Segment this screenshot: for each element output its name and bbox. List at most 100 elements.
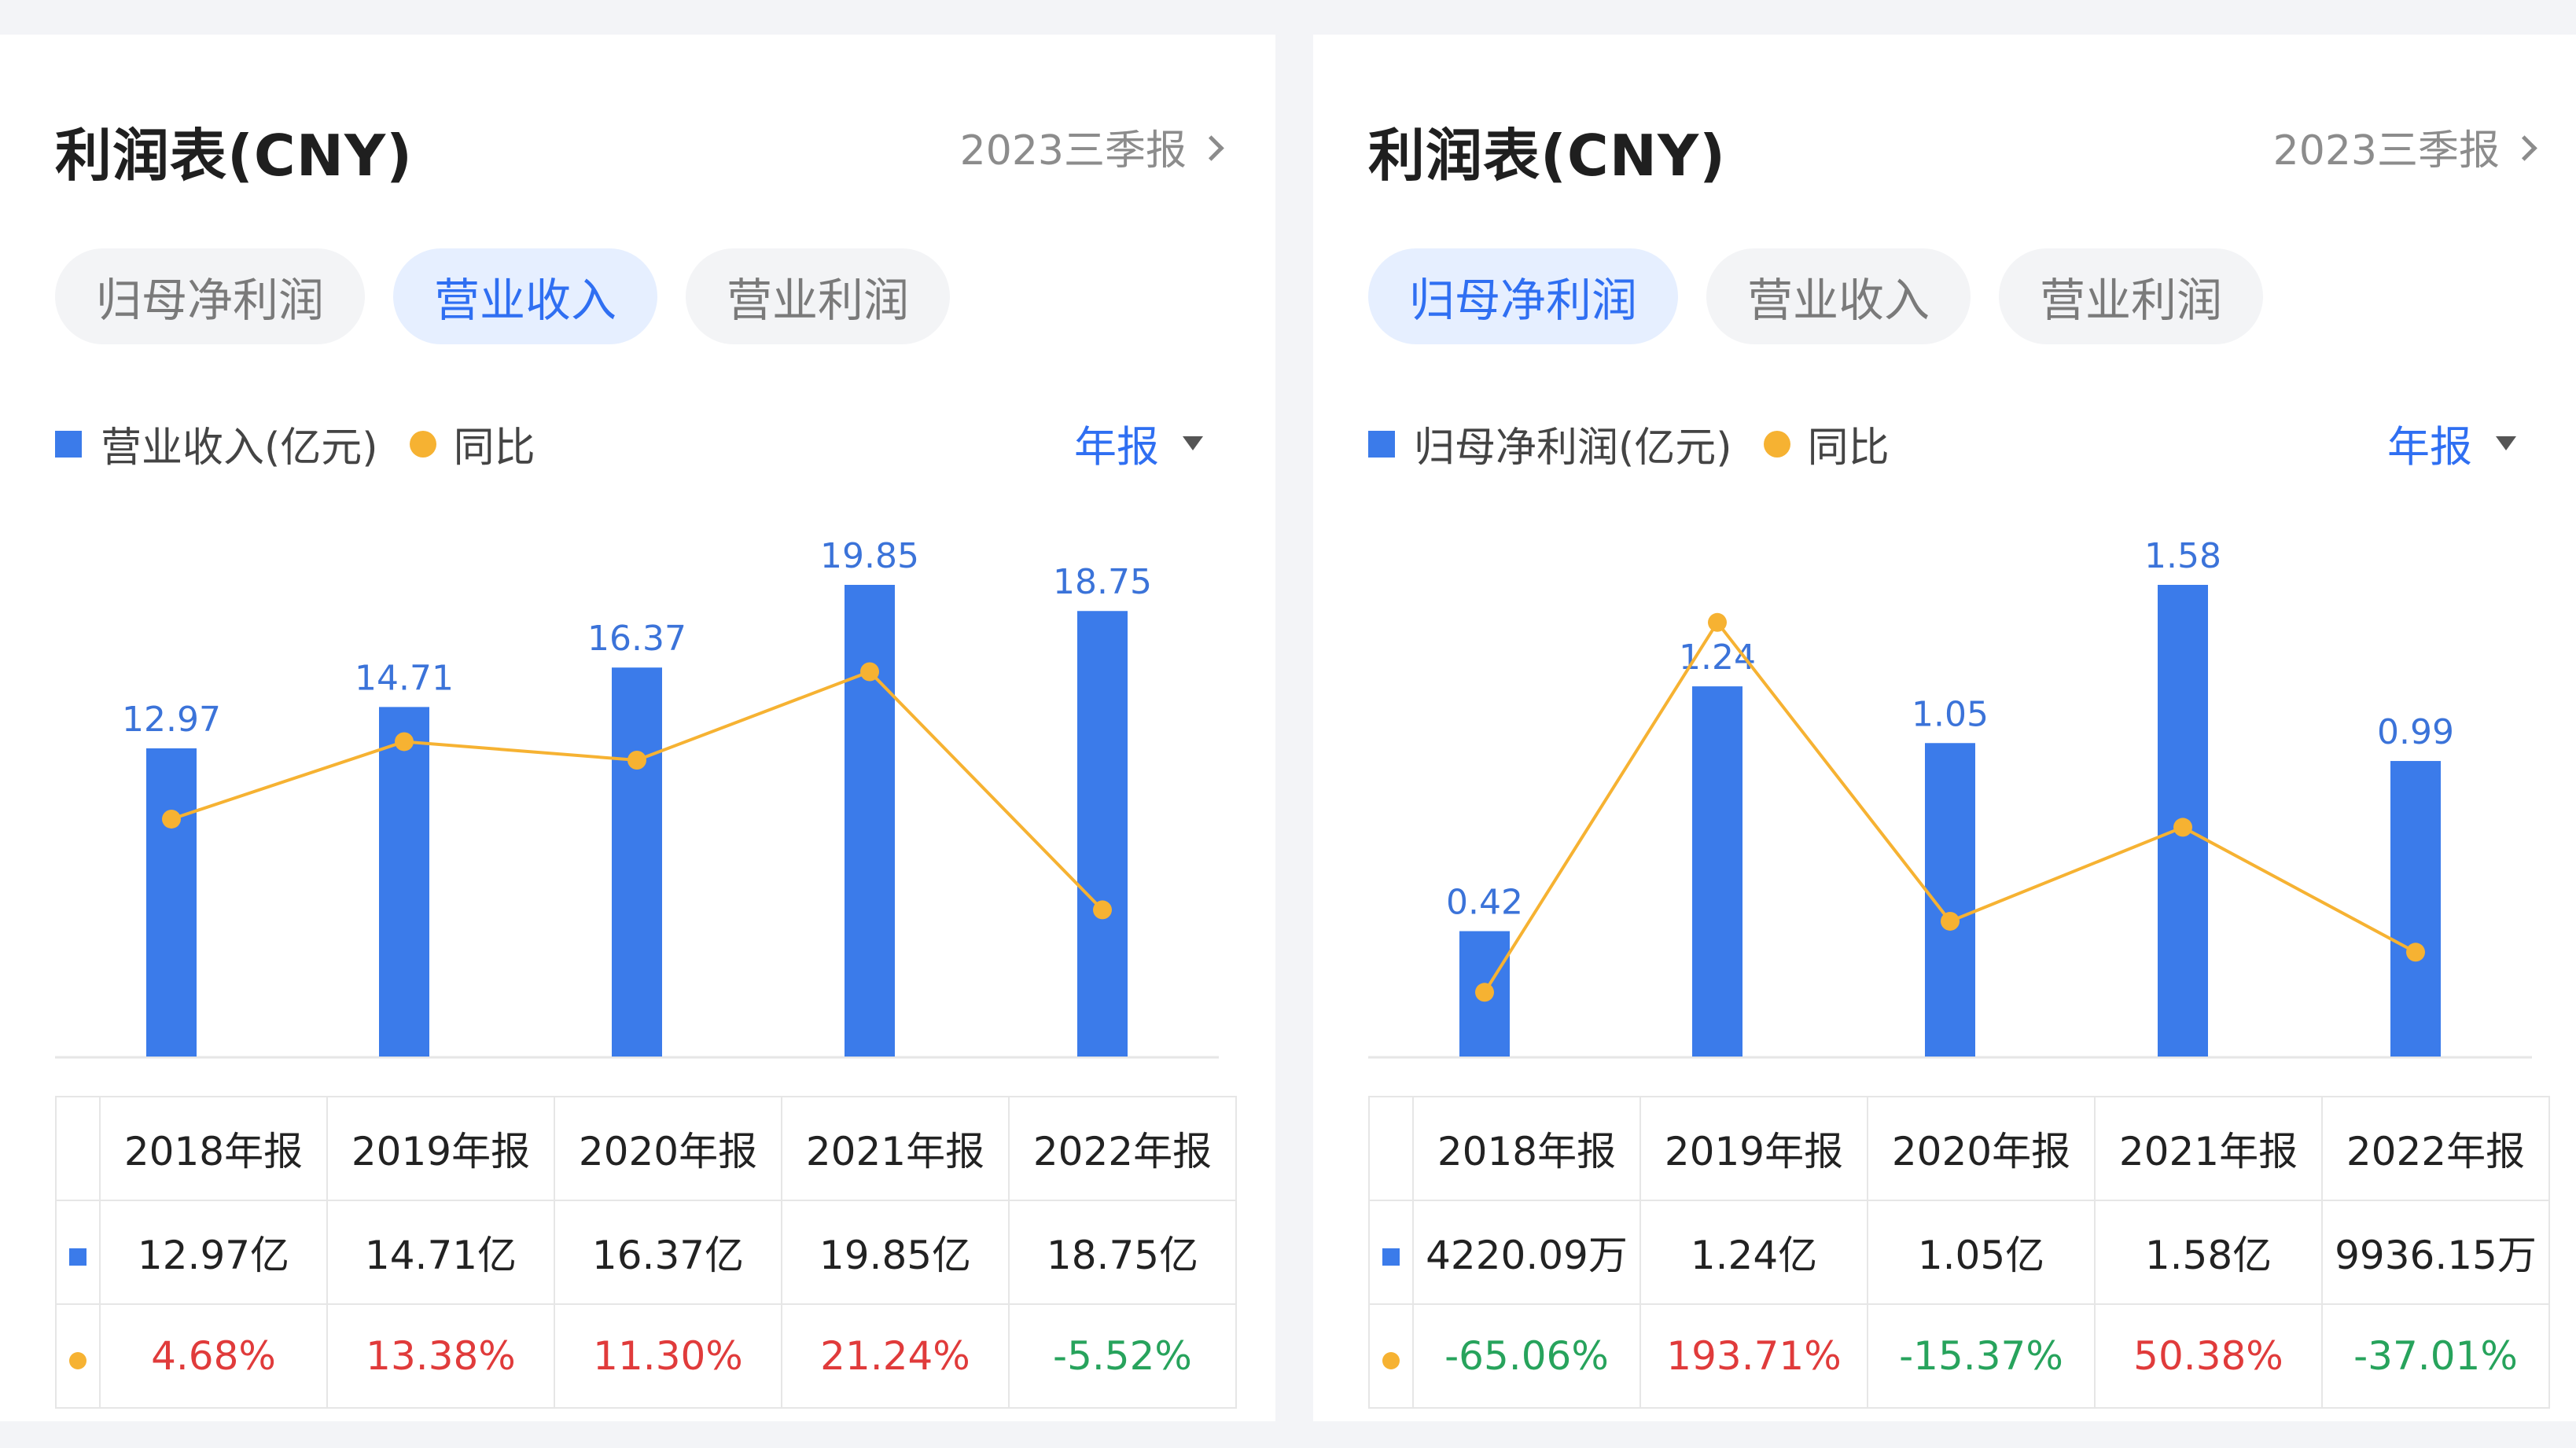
report-period-link[interactable]: 2023三季报 [959, 117, 1224, 176]
bar [1692, 686, 1742, 1057]
chart-legend: 归母净利润(亿元) 同比 [1368, 414, 1890, 473]
table-header: 2019年报 [326, 1096, 555, 1201]
line-series-marker [1382, 1352, 1400, 1369]
table-header: 2021年报 [2094, 1096, 2323, 1201]
report-period-link[interactable]: 2023三季报 [2272, 117, 2537, 176]
table-header: 2022年报 [2321, 1096, 2550, 1201]
bar-legend-label: 营业收入(亿元) [101, 424, 378, 472]
bar-value-label: 0.99 [2377, 712, 2454, 752]
bar [379, 707, 429, 1057]
yoy-point [860, 662, 879, 682]
table-header: 2019年报 [1639, 1096, 1868, 1201]
table-row-yoy: 4.68% 13.38% 11.30% 21.24% -5.52% [55, 1303, 1237, 1409]
bar-value-label: 18.75 [1053, 562, 1152, 602]
table-header: 2020年报 [554, 1096, 782, 1201]
table-header-row: 2018年报 2019年报 2020年报 2021年报 2022年报 [55, 1096, 1237, 1201]
bar-legend-swatch [55, 430, 82, 458]
table-cell-yoy: -37.01% [2321, 1303, 2550, 1409]
yoy-point [162, 809, 181, 829]
table-cell-yoy: -5.52% [1008, 1303, 1237, 1409]
tab-revenue[interactable]: 营业收入 [393, 248, 658, 344]
table-cell: 9936.15万 [2321, 1200, 2550, 1305]
yoy-point [627, 751, 646, 770]
table-cell: 1.05亿 [1867, 1200, 2096, 1305]
bar [146, 748, 197, 1057]
tab-operating-profit[interactable]: 营业利润 [686, 248, 951, 344]
period-dropdown[interactable]: 年报 [1074, 412, 1203, 474]
income-statement-card-right: 利润表(CNY) 2023三季报 归母净利润 营业收入 营业利润 归母净利润(亿… [1313, 35, 2576, 1421]
period-dropdown-label: 年报 [1074, 422, 1159, 472]
table-cell-yoy: 21.24% [781, 1303, 1010, 1409]
data-table: 2018年报 2019年报 2020年报 2021年报 2022年报 12.97… [55, 1096, 1237, 1409]
table-row-values: 12.97亿 14.71亿 16.37亿 19.85亿 18.75亿 [55, 1200, 1237, 1305]
table-cell-yoy: 4.68% [99, 1303, 328, 1409]
table-cell-yoy: 13.38% [326, 1303, 555, 1409]
table-row-values: 4220.09万 1.24亿 1.05亿 1.58亿 9936.15万 [1368, 1200, 2550, 1305]
bar-value-label: 16.37 [587, 619, 686, 659]
card-title: 利润表(CNY) [1368, 123, 1727, 189]
period-dropdown-label: 年报 [2387, 422, 2472, 472]
bar-value-label: 1.05 [1912, 694, 1989, 734]
table-cell: 16.37亿 [554, 1200, 782, 1305]
table-cell: 18.75亿 [1008, 1200, 1237, 1305]
caret-down-icon [2496, 436, 2516, 450]
table-cell: 1.24亿 [1639, 1200, 1868, 1305]
metric-tabs: 归母净利润 营业收入 营业利润 [55, 248, 951, 344]
table-header: 2020年报 [1867, 1096, 2096, 1201]
table-row-yoy: -65.06% 193.71% -15.37% 50.38% -37.01% [1368, 1303, 2550, 1409]
bar [612, 667, 662, 1057]
table-header-row: 2018年报 2019年报 2020年报 2021年报 2022年报 [1368, 1096, 2550, 1201]
tab-operating-profit[interactable]: 营业利润 [1999, 248, 2264, 344]
tab-revenue[interactable]: 营业收入 [1706, 248, 1971, 344]
bar-value-label: 19.85 [820, 536, 919, 576]
line-legend-swatch [409, 430, 436, 458]
table-cell: 1.58亿 [2094, 1200, 2323, 1305]
table-cell-yoy: 193.71% [1639, 1303, 1868, 1409]
card-title: 利润表(CNY) [55, 123, 414, 189]
table-header: 2018年报 [1412, 1096, 1641, 1201]
bar-legend-swatch [1368, 430, 1395, 458]
bar [845, 585, 895, 1057]
net-profit-chart: 0.421.241.051.580.99 [1368, 536, 2532, 1059]
data-table: 2018年报 2019年报 2020年报 2021年报 2022年报 4220.… [1368, 1096, 2550, 1409]
yoy-point [2406, 943, 2425, 962]
yoy-point [1941, 911, 1960, 931]
bar-value-label: 14.71 [355, 658, 454, 698]
revenue-chart: 12.97 14.71 16.37 19.85 18.75 [55, 536, 1219, 1059]
bar-series-marker [1382, 1248, 1400, 1266]
bar [2390, 761, 2441, 1057]
line-legend-label: 同比 [1807, 424, 1890, 472]
yoy-point [1093, 900, 1112, 920]
bar-value-label: 0.42 [1446, 883, 1523, 923]
caret-down-icon [1183, 436, 1203, 450]
metric-tabs: 归母净利润 营业收入 营业利润 [1368, 248, 2264, 344]
table-header: 2018年报 [99, 1096, 328, 1201]
chart-legend: 营业收入(亿元) 同比 [55, 414, 535, 473]
yoy-point [395, 732, 414, 752]
tab-net-profit[interactable]: 归母净利润 [55, 248, 366, 344]
table-cell: 14.71亿 [326, 1200, 555, 1305]
tab-net-profit[interactable]: 归母净利润 [1368, 248, 1679, 344]
yoy-point [1475, 983, 1494, 1002]
chevron-right-icon [1198, 135, 1224, 161]
bar-legend-label: 归母净利润(亿元) [1414, 424, 1732, 472]
table-header: 2022年报 [1008, 1096, 1237, 1201]
chevron-right-icon [2512, 135, 2537, 161]
table-cell-yoy: -15.37% [1867, 1303, 2096, 1409]
report-period-label: 2023三季报 [959, 127, 1187, 175]
report-period-label: 2023三季报 [2272, 127, 2500, 175]
bar-series-marker [69, 1248, 86, 1266]
table-cell-yoy: 50.38% [2094, 1303, 2323, 1409]
line-legend-label: 同比 [453, 424, 535, 472]
table-cell-yoy: -65.06% [1412, 1303, 1641, 1409]
table-header: 2021年报 [781, 1096, 1010, 1201]
bar-value-label: 1.58 [2144, 536, 2221, 576]
yoy-point [1708, 612, 1727, 632]
line-series-marker [69, 1352, 86, 1369]
table-cell: 19.85亿 [781, 1200, 1010, 1305]
table-cell: 4220.09万 [1412, 1200, 1641, 1305]
period-dropdown[interactable]: 年报 [2387, 412, 2516, 474]
yoy-point [2173, 818, 2192, 837]
income-statement-card-left: 利润表(CNY) 2023三季报 归母净利润 营业收入 营业利润 营业收入(亿元… [0, 35, 1275, 1421]
line-legend-swatch [1763, 430, 1790, 458]
